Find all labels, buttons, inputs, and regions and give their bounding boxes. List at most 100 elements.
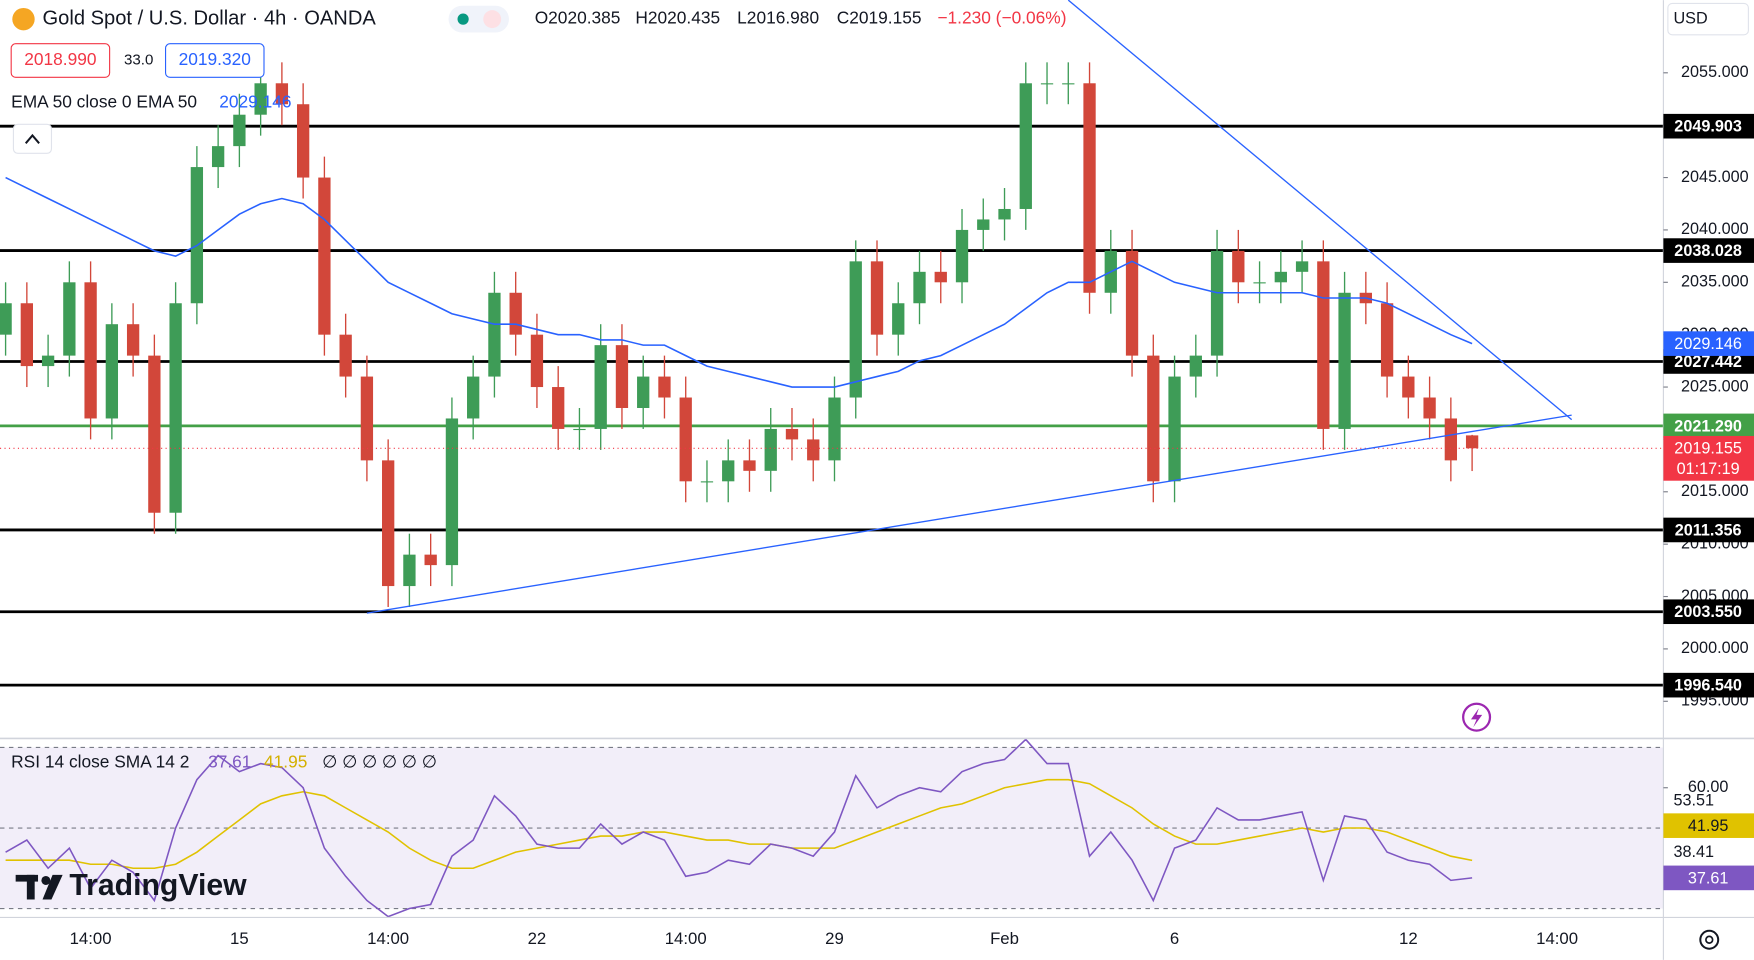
rsi-band bbox=[0, 747, 1664, 909]
x-tick-label: 6 bbox=[1170, 929, 1179, 948]
trend-line bbox=[366, 414, 1572, 614]
buy-price: 2019.320 bbox=[179, 49, 251, 69]
candle-body bbox=[1189, 355, 1202, 377]
logo bbox=[15, 874, 63, 900]
y-tick-label: 2035.000 bbox=[1681, 273, 1749, 291]
x-tick-label: 15 bbox=[230, 929, 249, 948]
y-tick-label: 2055.000 bbox=[1681, 63, 1749, 81]
x-tick-label: 14:00 bbox=[1536, 929, 1578, 948]
candle-body bbox=[594, 345, 607, 429]
level-label-box bbox=[1663, 599, 1754, 625]
candle-body bbox=[360, 376, 374, 461]
candle-body bbox=[488, 292, 501, 377]
rsi-axis-label: 38.41 bbox=[1673, 843, 1714, 861]
candle-body bbox=[530, 334, 544, 388]
candle-body bbox=[1380, 303, 1394, 377]
candle-body bbox=[998, 208, 1011, 220]
y-tick-label: 2040.000 bbox=[1681, 220, 1749, 238]
rsi-sma-label-box bbox=[1663, 813, 1754, 838]
candle-body bbox=[637, 376, 650, 408]
trend-line bbox=[1067, 0, 1573, 421]
currency: USD bbox=[1673, 9, 1707, 27]
x-tick-label: 14:00 bbox=[665, 929, 707, 948]
buy-button[interactable] bbox=[164, 43, 265, 78]
candle-body bbox=[403, 554, 416, 587]
level-label: 1996.540 bbox=[1674, 677, 1742, 695]
candle-body bbox=[1402, 376, 1415, 398]
indicator-value: 2029.146 bbox=[219, 92, 291, 112]
candle-body bbox=[1147, 355, 1160, 482]
candle-body bbox=[658, 376, 671, 398]
candle-body bbox=[233, 114, 246, 147]
level-label: 2027.442 bbox=[1674, 353, 1742, 371]
candle-body bbox=[467, 376, 480, 419]
candle-body bbox=[63, 282, 76, 356]
logo-mark bbox=[26, 874, 35, 900]
candle-body bbox=[722, 460, 735, 482]
rsi-sma-line bbox=[5, 778, 1473, 870]
rsi-line bbox=[5, 738, 1473, 918]
rsi-label-box bbox=[1663, 865, 1754, 891]
ohlc-close: C2019.155 bbox=[837, 8, 922, 28]
candle-body bbox=[700, 481, 714, 483]
candle-body bbox=[148, 355, 161, 513]
candle-body bbox=[615, 345, 629, 408]
level-label-box bbox=[1663, 113, 1754, 139]
y-tick-label: 2025.000 bbox=[1681, 377, 1749, 395]
candle-body bbox=[1253, 282, 1266, 284]
level-label: 2038.028 bbox=[1674, 242, 1742, 260]
candle-body bbox=[445, 418, 459, 566]
rsi-axis-label: 53.51 bbox=[1673, 791, 1714, 809]
x-tick-label: Feb bbox=[990, 929, 1019, 948]
last-price-box bbox=[1663, 435, 1754, 481]
ohlc-high: H2020.435 bbox=[635, 8, 720, 28]
sell-button[interactable] bbox=[10, 43, 111, 78]
x-tick-label: 22 bbox=[528, 929, 547, 948]
axis-layer: 60.002055.0002050.0002045.0002040.000203… bbox=[70, 63, 1754, 948]
level-label: 2003.550 bbox=[1674, 603, 1742, 621]
candle-body bbox=[382, 460, 395, 587]
candle-body bbox=[1295, 261, 1309, 272]
candle-body bbox=[1062, 83, 1075, 85]
level-label: 2049.903 bbox=[1674, 118, 1742, 136]
level-label-box bbox=[1663, 672, 1754, 698]
candle-body bbox=[955, 229, 969, 283]
candle-body bbox=[211, 146, 225, 168]
rsi-empty-values: ∅ ∅ ∅ ∅ ∅ ∅ bbox=[322, 752, 437, 772]
branding: TradingView bbox=[69, 869, 247, 902]
rsi-label: 37.61 bbox=[1688, 869, 1729, 887]
settings-icon[interactable] bbox=[1699, 929, 1720, 950]
candle-body bbox=[20, 303, 33, 367]
candle-body bbox=[807, 439, 820, 461]
candle-body bbox=[275, 83, 289, 105]
indicator-label: 2029.146 bbox=[1674, 335, 1742, 353]
candle-body bbox=[977, 219, 990, 230]
ohlc-open: O2020.385 bbox=[535, 8, 621, 28]
x-tick-label: 14:00 bbox=[70, 929, 112, 948]
candle-body bbox=[1019, 83, 1032, 209]
candle-body bbox=[296, 104, 310, 178]
candle-body bbox=[764, 428, 777, 471]
candle-body bbox=[41, 355, 55, 367]
level-label-box bbox=[1663, 517, 1754, 543]
candle-body bbox=[552, 387, 565, 429]
indicator-label-box bbox=[1663, 331, 1754, 356]
candle-body bbox=[105, 324, 119, 419]
candle-body bbox=[339, 334, 352, 377]
collapse-button[interactable] bbox=[12, 123, 53, 154]
currency-button[interactable] bbox=[1667, 2, 1749, 36]
candle-body bbox=[1168, 376, 1181, 482]
settings-icon-core bbox=[1705, 935, 1714, 944]
candle-body bbox=[1210, 250, 1224, 356]
plot-layer bbox=[0, 62, 1664, 918]
y-tick-label: 2015.000 bbox=[1681, 482, 1749, 500]
candle-body bbox=[0, 303, 12, 335]
candle-body bbox=[1444, 418, 1458, 461]
level-label: 2021.290 bbox=[1674, 417, 1742, 435]
candle-body bbox=[1274, 271, 1287, 283]
ohlc-change: −1.230 (−0.06%) bbox=[937, 8, 1066, 28]
candle-body bbox=[1125, 250, 1139, 356]
